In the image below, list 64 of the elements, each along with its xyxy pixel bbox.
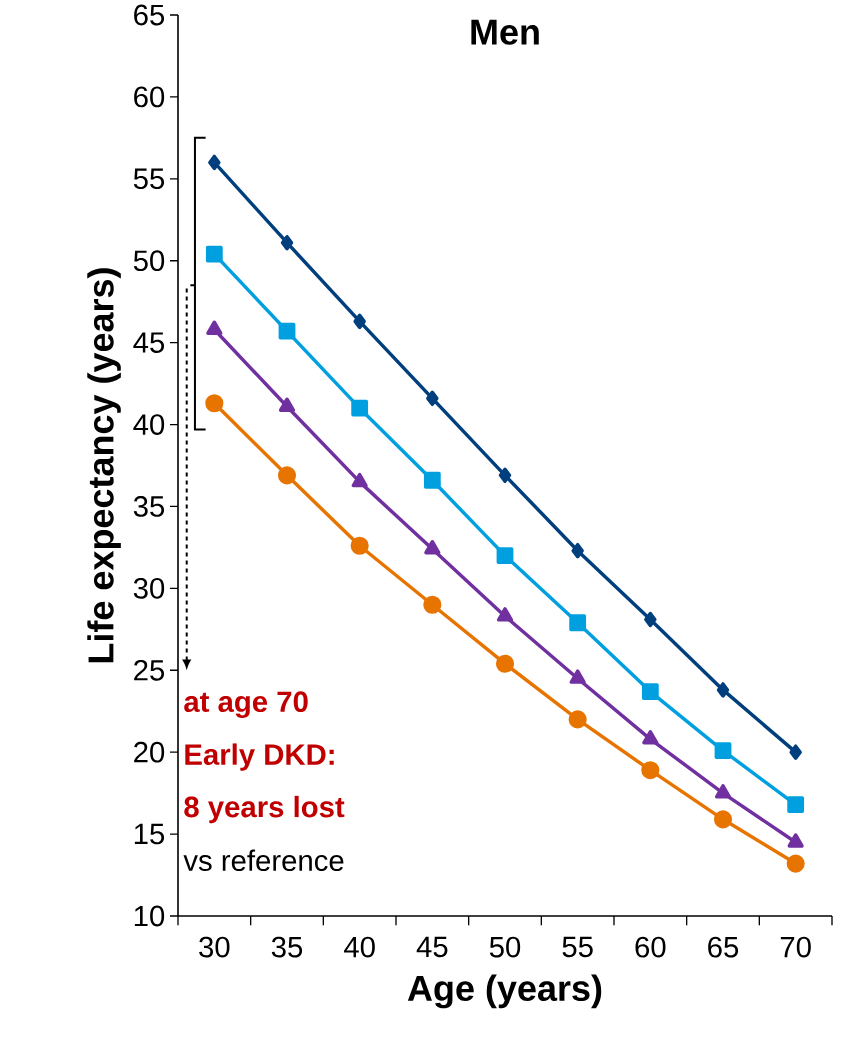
x-axis-title: Age (years) (407, 974, 602, 1009)
point (569, 669, 586, 684)
point (642, 730, 659, 745)
x-tick-label: 55 (562, 936, 593, 958)
x-tick-label: 35 (271, 936, 303, 958)
y-tick-label: 25 (134, 659, 165, 681)
chart-title: Men (471, 19, 539, 45)
x-tick-label: 45 (416, 936, 448, 958)
point (569, 614, 587, 632)
point (353, 313, 366, 330)
y-tick-label: 45 (133, 332, 165, 353)
point (498, 467, 512, 484)
point (714, 742, 732, 759)
point (571, 542, 584, 559)
point (789, 744, 802, 760)
point (278, 322, 296, 340)
y-tick-label: 55 (133, 168, 165, 190)
point (496, 547, 514, 565)
point (423, 595, 442, 614)
point (278, 397, 296, 412)
point (350, 536, 369, 555)
annotation: Early DKD: (185, 743, 334, 771)
y-axis-title: Life expectancy (years) (87, 268, 121, 663)
point (206, 320, 223, 335)
point (641, 683, 659, 700)
y-tick-label: 10 (134, 905, 165, 927)
x-tick-label: 40 (344, 936, 375, 958)
point (496, 607, 514, 622)
point (423, 471, 441, 489)
y-tick-label: 40 (133, 414, 165, 435)
point (426, 390, 439, 407)
y-tick-label: 65 (134, 4, 165, 26)
point (787, 833, 804, 848)
y-tick-label: 60 (134, 86, 165, 108)
annotation: at age 70 (184, 691, 308, 719)
x-tick-label: 70 (780, 936, 811, 958)
point (495, 654, 515, 673)
x-tick-label: 65 (708, 936, 739, 958)
x-tick-label: 60 (635, 936, 666, 958)
point (716, 682, 730, 698)
point (786, 854, 805, 873)
x-tick-label: 50 (489, 936, 521, 958)
annotation: 8 years lost (184, 795, 345, 824)
point (787, 796, 805, 814)
annotation: vs reference (183, 849, 344, 872)
point (714, 784, 732, 799)
y-tick-label: 50 (133, 250, 165, 272)
point (205, 394, 224, 413)
y-tick-label: 35 (133, 496, 165, 517)
point (568, 710, 587, 729)
point (277, 466, 297, 485)
point (280, 234, 294, 251)
point (644, 611, 657, 628)
y-tick-label: 30 (133, 577, 165, 599)
point (351, 472, 368, 488)
x-tick-label: 30 (199, 936, 230, 958)
point (641, 761, 660, 780)
y-tick-label: 20 (134, 741, 165, 763)
point (424, 539, 441, 555)
y-tick-label: 15 (134, 823, 165, 845)
point (205, 245, 223, 263)
point (208, 154, 221, 171)
point (713, 810, 733, 829)
point (351, 399, 369, 417)
